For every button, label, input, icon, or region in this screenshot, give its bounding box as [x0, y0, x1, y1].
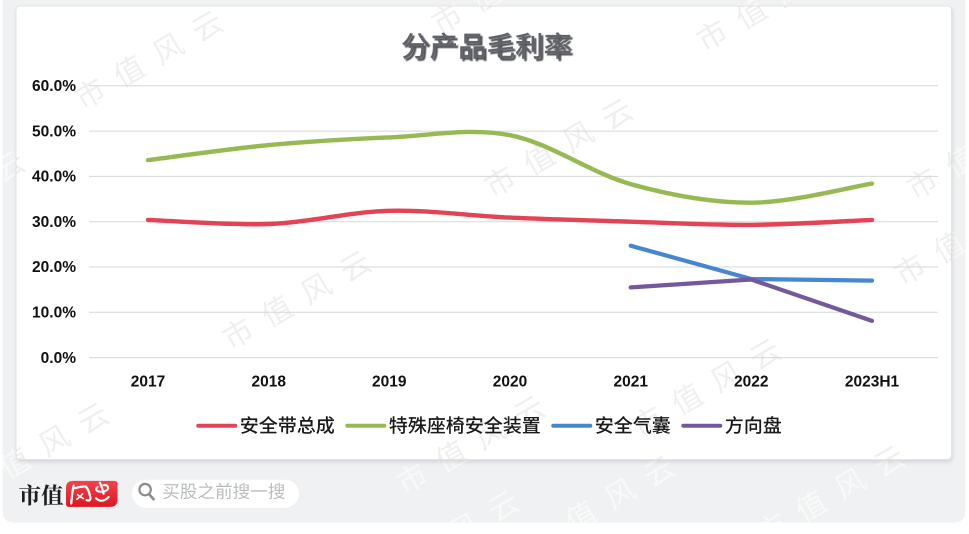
svg-text:20.0%: 20.0% — [32, 259, 76, 276]
svg-text:2017: 2017 — [131, 374, 165, 391]
svg-text:2023H1: 2023H1 — [845, 374, 900, 391]
svg-text:60.0%: 60.0% — [32, 78, 76, 95]
svg-text:0.0%: 0.0% — [41, 350, 77, 367]
svg-text:2021: 2021 — [613, 374, 648, 391]
svg-text:2022: 2022 — [734, 374, 768, 391]
svg-text:2018: 2018 — [251, 374, 286, 391]
svg-text:2019: 2019 — [372, 374, 407, 391]
svg-text:40.0%: 40.0% — [32, 169, 76, 186]
svg-text:2020: 2020 — [493, 374, 527, 391]
svg-text:30.0%: 30.0% — [32, 214, 76, 231]
svg-text:50.0%: 50.0% — [32, 123, 76, 140]
svg-text:10.0%: 10.0% — [32, 305, 76, 322]
